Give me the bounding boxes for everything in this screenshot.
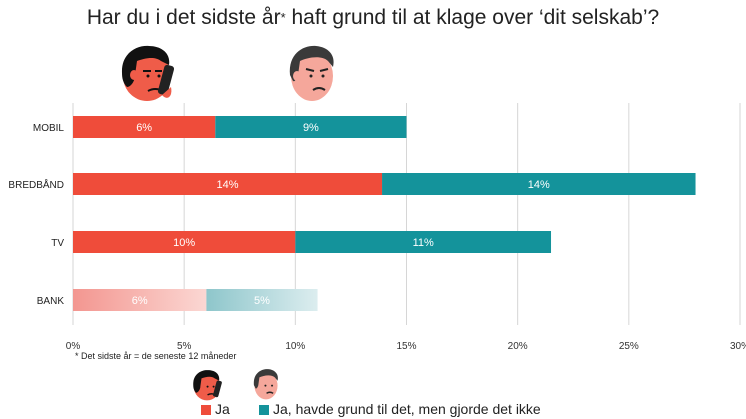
legend-swatch-ja (201, 405, 211, 415)
x-tick-label: 25% (619, 341, 639, 352)
legend-swatch-ikke (259, 405, 269, 415)
bar-value-label: 5% (254, 295, 270, 307)
bar-mobil-ja (73, 116, 216, 138)
bar-bredbånd-ikke (382, 173, 696, 195)
bar-value-label: 14% (528, 179, 550, 191)
x-tick-label: 0% (66, 341, 81, 352)
chart-title-asterisk: * (280, 10, 286, 25)
bar-value-label: 6% (132, 295, 148, 307)
frowning-man-icon (289, 45, 334, 101)
x-tick-label: 10% (285, 341, 305, 352)
bar-mobil-ikke (215, 116, 407, 138)
bar-value-label: 14% (217, 179, 239, 191)
x-tick-label: 5% (177, 341, 192, 352)
chart-title-part1: Har du i det sidste år (86, 6, 281, 29)
category-label: MOBIL (33, 123, 65, 134)
bar-tv-ikke (295, 231, 552, 253)
legend-label-ikke: Ja, havde grund til det, men gjorde det … (273, 401, 541, 417)
man-on-phone-icon (121, 45, 175, 101)
legend-item-ja: Ja (201, 401, 230, 417)
bar-bank-ikke (206, 289, 318, 311)
footnote: * Det sidste år = de seneste 12 måneder (75, 351, 237, 361)
bar-value-label: 6% (136, 122, 152, 134)
x-tick-label: 20% (508, 341, 528, 352)
bar-bredbånd-ja (73, 173, 383, 195)
bar-value-label: 10% (173, 237, 195, 249)
bar-bank-ja (73, 289, 207, 311)
man-on-phone-legend-icon (193, 370, 222, 401)
legend: Ja Ja, havde grund til det, men gjorde d… (0, 400, 746, 419)
bar-value-label: 11% (413, 237, 434, 249)
bar-value-label: 9% (303, 122, 319, 134)
x-tick-label: 15% (396, 341, 416, 352)
frowning-man-legend-icon (253, 369, 278, 400)
chart-title-part2: haft grund til at klage over ‘dit selska… (285, 6, 660, 29)
bar-tv-ja (73, 231, 296, 253)
category-label: BANK (37, 296, 65, 307)
category-label: TV (51, 238, 64, 249)
chart-title: Har du i det sidste år* haft grund til a… (0, 6, 746, 30)
legend-label-ja: Ja (215, 401, 230, 417)
category-label: BREDBÅND (8, 178, 64, 191)
legend-item-ikke: Ja, havde grund til det, men gjorde det … (259, 401, 541, 417)
x-tick-label: 30% (730, 341, 746, 352)
